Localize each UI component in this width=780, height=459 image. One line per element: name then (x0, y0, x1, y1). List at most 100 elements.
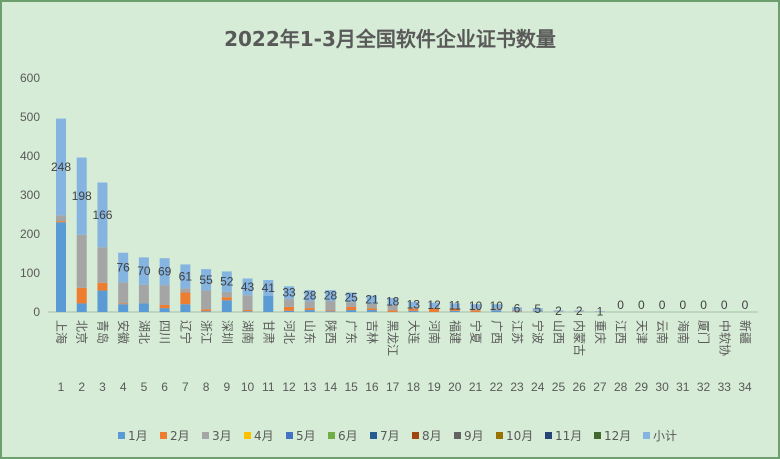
category-label: 广东 (344, 320, 358, 344)
bar-segment-小计 (449, 303, 460, 308)
bar-segment-2月 (56, 221, 66, 223)
bar-segment-3月 (201, 290, 212, 310)
bar-segment-小计 (553, 310, 564, 312)
legend-swatch (412, 432, 419, 439)
data-label: 76 (117, 261, 131, 275)
data-label: 0 (617, 298, 624, 312)
category-index-label: 16 (365, 380, 379, 394)
data-label: 166 (92, 208, 112, 222)
bar-segment-3月 (242, 295, 253, 311)
category-index-label: 21 (469, 380, 483, 394)
legend-swatch (545, 432, 552, 439)
data-label: 28 (303, 289, 317, 303)
bar-segment-小计 (263, 280, 274, 297)
category-index-label: 26 (573, 380, 587, 394)
bar-segment-小计 (512, 307, 522, 310)
bar-segment-小计 (304, 290, 315, 302)
legend-label: 小计 (653, 429, 677, 443)
bar-segment-1月 (242, 311, 253, 312)
bar-segment-3月 (408, 306, 419, 309)
category-label: 青岛 (95, 320, 110, 344)
bar-segment-小计 (491, 304, 502, 309)
legend-label: 7月 (380, 429, 400, 443)
category-label: 北京 (75, 320, 89, 344)
bar-segment-2月 (221, 297, 232, 301)
bar-segment-1月 (325, 311, 336, 312)
bar-segment-3月 (159, 285, 170, 305)
bar-segment-3月 (97, 247, 108, 283)
bar-segment-3月 (118, 282, 129, 304)
data-label: 0 (742, 298, 749, 312)
bar-segment-小计 (242, 278, 253, 296)
category-label: 河南 (427, 320, 442, 344)
legend-label: 1月 (128, 429, 148, 443)
category-label: 江苏 (510, 320, 524, 344)
bar-segment-1月 (221, 300, 232, 312)
legend-label: 3月 (212, 429, 232, 443)
category-label: 海南 (676, 320, 691, 344)
y-tick-label: 400 (20, 149, 40, 163)
category-index-label: 17 (386, 380, 400, 394)
category-index-label: 27 (593, 380, 607, 394)
bar-segment-小计 (76, 157, 87, 235)
x-axis: 上海 1 北京 2 青岛 3 安徽 4 湖北 5 四川 6 辽宁 7 浙江 8 深圳 9 湖南 10 甘肃 11 河北 12 山… (54, 320, 753, 394)
data-label: 18 (386, 294, 400, 308)
category-index-label: 10 (241, 380, 255, 394)
bar-segment-2月 (97, 282, 108, 291)
category-label: 重庆 (593, 320, 607, 344)
category-index-label: 13 (303, 380, 317, 394)
category-index-label: 4 (120, 380, 127, 394)
category-label: 安徽 (116, 320, 131, 344)
legend-swatch (370, 432, 377, 439)
legend: 1月 2月 3月 4月 5月 6月 7月 8月 9月 10月 11月 12月 小计 (118, 429, 677, 443)
data-label: 70 (137, 264, 151, 278)
bar-segment-3月 (553, 311, 564, 312)
category-label: 山西 (551, 320, 565, 344)
legend-label: 9月 (464, 429, 484, 443)
bar-segment-2月 (304, 308, 315, 311)
bar-segment-1月 (201, 311, 212, 312)
bar-segment-2月 (242, 310, 253, 312)
legend-label: 10月 (506, 429, 533, 443)
legend-swatch (594, 432, 601, 439)
category-index-label: 3 (99, 380, 106, 394)
bar-segment-3月 (512, 309, 522, 312)
category-label: 山东 (303, 320, 317, 344)
legend-swatch (286, 432, 293, 439)
bar-segment-小计 (284, 286, 294, 300)
data-label: 52 (220, 275, 234, 289)
data-label: 2 (576, 304, 583, 318)
bar-segment-1月 (76, 303, 87, 312)
bar-segment-2月 (449, 309, 460, 311)
bar-segment-1月 (304, 310, 315, 312)
data-label: 25 (345, 290, 359, 304)
y-tick-label: 100 (20, 266, 40, 280)
legend-swatch (643, 432, 650, 439)
category-label: 甘肃 (261, 320, 275, 344)
bar-segment-1月 (118, 304, 129, 312)
data-label: 13 (407, 297, 421, 311)
bar-segment-2月 (118, 303, 129, 305)
bar-segment-2月 (76, 287, 87, 304)
bar-segment-3月 (429, 307, 440, 309)
category-label: 云南 (655, 320, 670, 344)
bar-segment-3月 (470, 308, 481, 311)
category-label: 宁波 (531, 320, 546, 344)
chart-title: 2022年1-3月全国软件企业证书数量 (224, 27, 556, 51)
bar-segment-3月 (284, 299, 294, 307)
category-index-label: 14 (324, 380, 338, 394)
data-label: 198 (72, 189, 92, 203)
data-label: 0 (721, 298, 728, 312)
category-index-label: 22 (490, 380, 504, 394)
bar-segment-1月 (159, 308, 170, 312)
data-label: 55 (199, 273, 213, 287)
category-index-label: 2 (78, 380, 85, 394)
bar-segment-1月 (491, 310, 502, 312)
bar-segment-1月 (366, 310, 377, 312)
data-label: 0 (638, 298, 645, 312)
category-index-label: 24 (531, 380, 545, 394)
data-label: 0 (679, 298, 686, 312)
y-tick-label: 200 (20, 227, 40, 241)
